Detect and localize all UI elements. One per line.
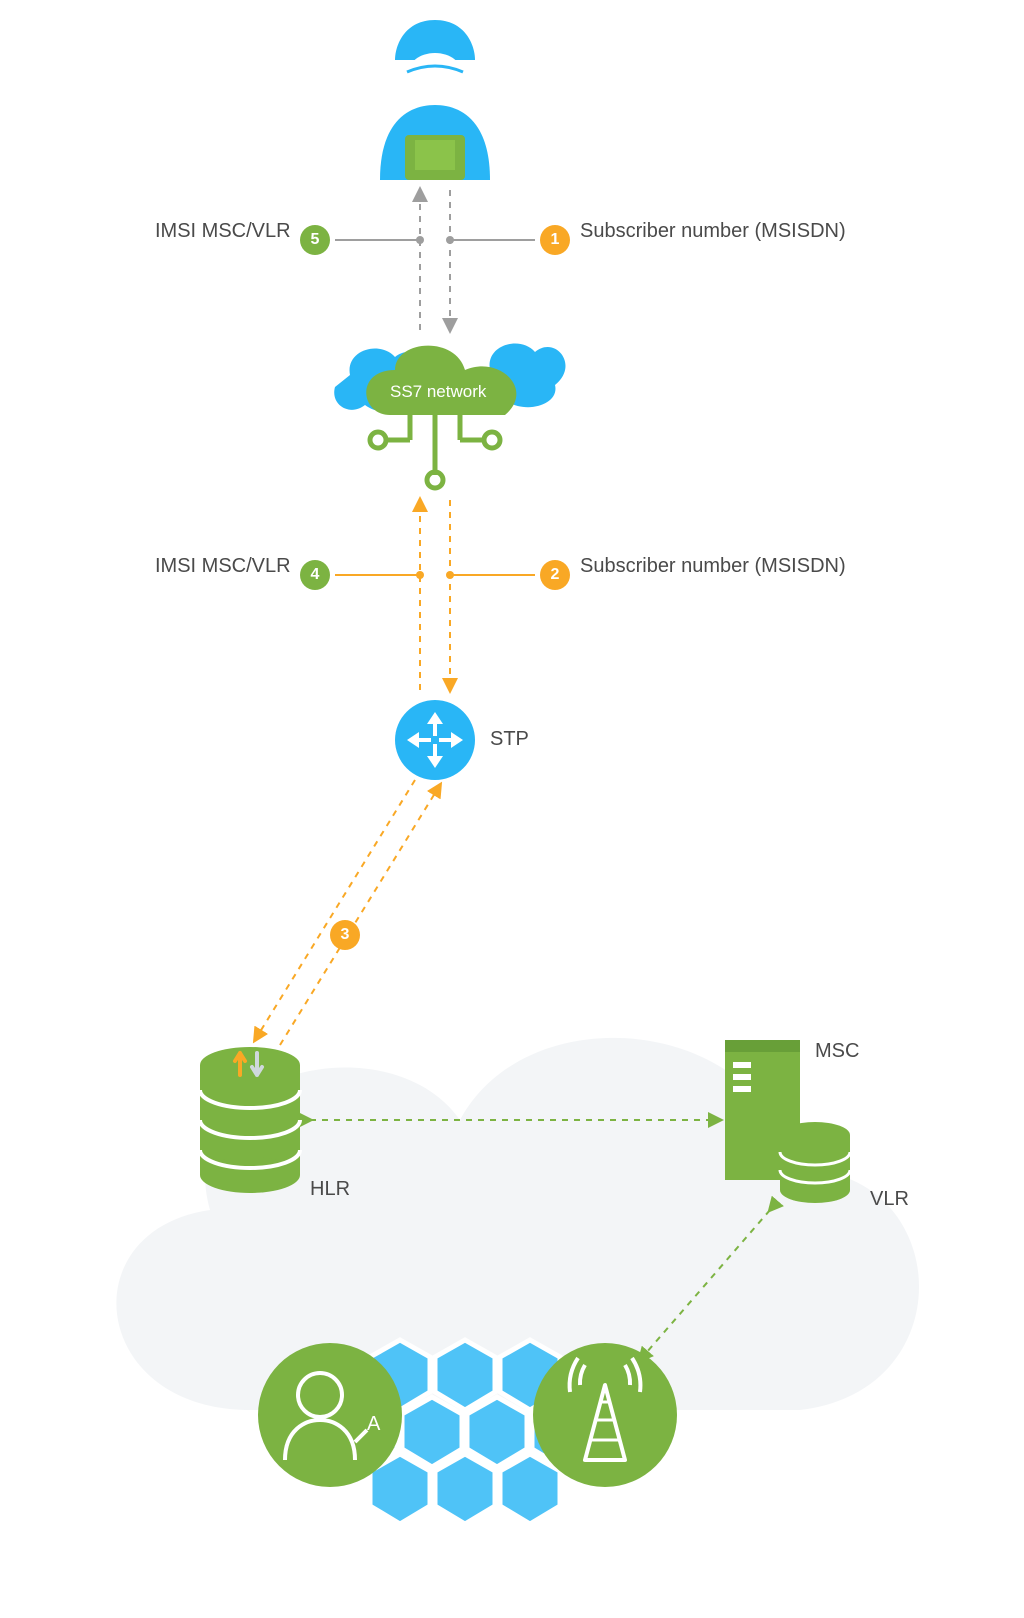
step-2-label: Subscriber number (MSISDN) (580, 555, 846, 578)
step-5-badge: 5 (300, 225, 330, 255)
msc-label: MSC (815, 1040, 859, 1063)
step-4-label: IMSI MSC/VLR (155, 555, 291, 578)
step-1-label: Subscriber number (MSISDN) (580, 220, 846, 243)
step-2-badge: 2 (540, 560, 570, 590)
subscriber-icon: A (255, 1340, 405, 1490)
stp-label: STP (490, 728, 529, 751)
step-4-badge: 4 (300, 560, 330, 590)
diagram-canvas: SS7 network STP HLR MSC VLR (0, 0, 1024, 1618)
step-3-badge: 3 (330, 920, 360, 950)
svg-text:A: A (367, 1413, 381, 1435)
ss7-cloud-icon (300, 320, 570, 500)
stp-icon (395, 700, 475, 780)
cell-tower-icon (530, 1340, 680, 1490)
hlr-label: HLR (310, 1178, 350, 1201)
hlr-icon (195, 1045, 305, 1195)
ss7-cloud-label: SS7 network (390, 382, 486, 402)
attacker-icon (360, 20, 510, 180)
step-1-badge: 1 (540, 225, 570, 255)
step-5-label: IMSI MSC/VLR (155, 220, 291, 243)
msc-vlr-icon (725, 1040, 865, 1210)
vlr-label: VLR (870, 1188, 909, 1211)
